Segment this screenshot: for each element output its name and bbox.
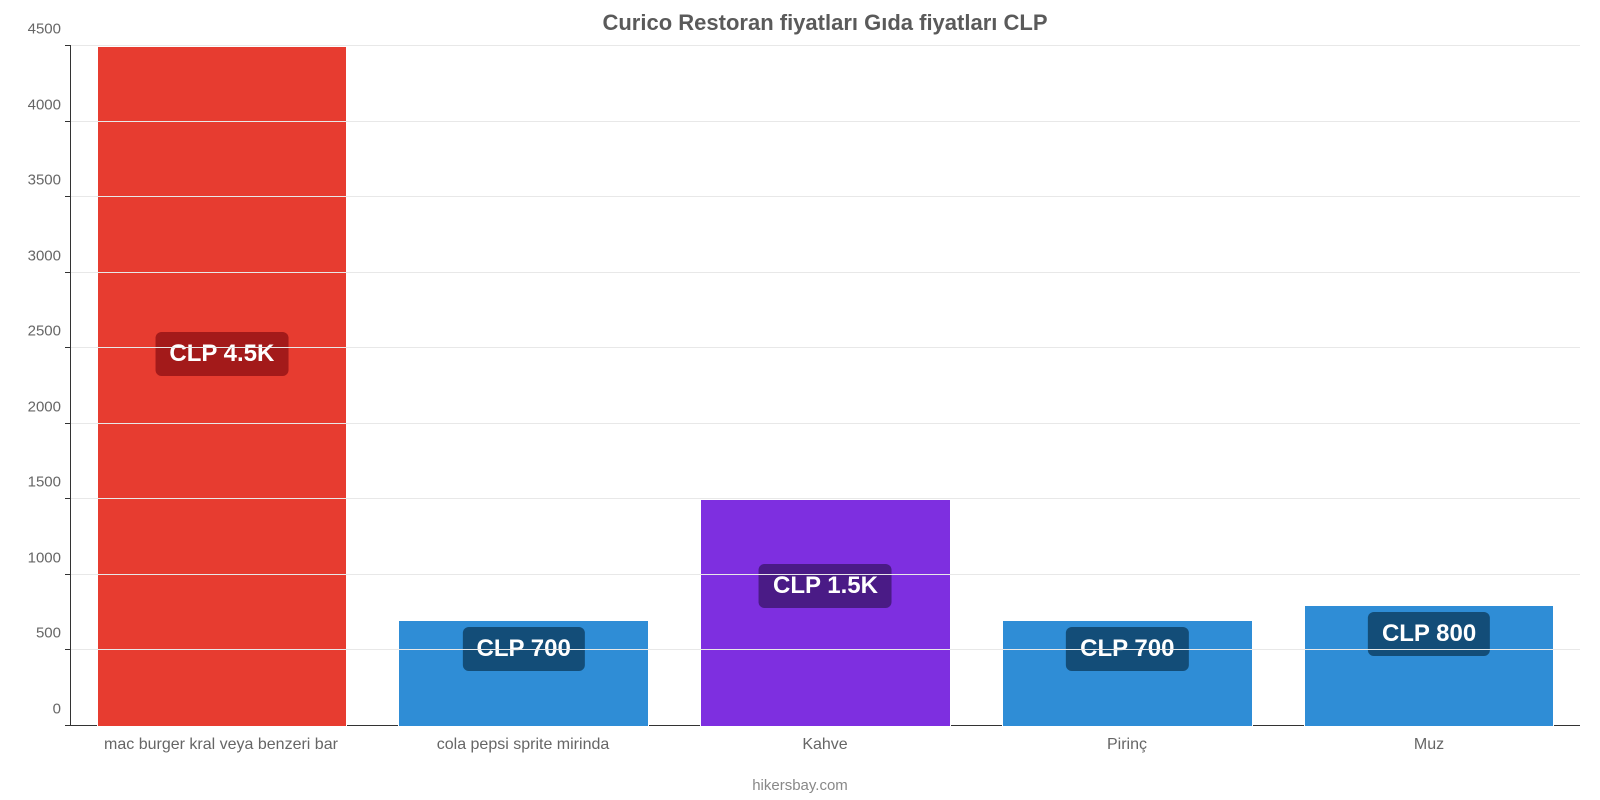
x-axis-label: Kahve [674, 730, 976, 754]
y-tick-mark [65, 347, 71, 348]
y-tick-mark [65, 498, 71, 499]
y-tick-label: 3500 [28, 172, 71, 189]
bar-slot: CLP 4.5K [71, 46, 373, 726]
gridline [71, 498, 1580, 499]
y-tick-mark [65, 272, 71, 273]
gridline [71, 121, 1580, 122]
chart-container: Curico Restoran fiyatları Gıda fiyatları… [0, 0, 1600, 800]
x-axis-label: cola pepsi sprite mirinda [372, 730, 674, 754]
y-tick-label: 1000 [28, 549, 71, 566]
x-axis-label: Muz [1278, 730, 1580, 754]
y-tick-mark [65, 196, 71, 197]
bars-wrapper: CLP 4.5K CLP 700 CLP 1.5K CLP 700 CLP 800 [71, 46, 1580, 726]
x-axis-labels: mac burger kral veya benzeri barcola pep… [70, 730, 1580, 754]
y-tick-label: 500 [36, 625, 71, 642]
bar: CLP 700 [398, 620, 648, 726]
y-tick-label: 4500 [28, 21, 71, 38]
bar-slot: CLP 800 [1278, 46, 1580, 726]
y-tick-label: 4000 [28, 96, 71, 113]
y-tick-mark [65, 423, 71, 424]
gridline [71, 347, 1580, 348]
chart-footer: hikersbay.com [0, 777, 1600, 794]
bar: CLP 1.5K [700, 499, 950, 726]
bar-slot: CLP 700 [976, 46, 1278, 726]
gridline [71, 196, 1580, 197]
bar: CLP 700 [1002, 620, 1252, 726]
y-tick-mark [65, 121, 71, 122]
y-tick-mark [65, 725, 71, 726]
bar: CLP 800 [1304, 605, 1554, 726]
gridline [71, 649, 1580, 650]
y-tick-mark [65, 574, 71, 575]
y-tick-label: 2500 [28, 323, 71, 340]
gridline [71, 423, 1580, 424]
y-tick-label: 0 [53, 701, 71, 718]
chart-title: Curico Restoran fiyatları Gıda fiyatları… [70, 10, 1580, 36]
value-badge: CLP 1.5K [759, 564, 892, 608]
gridline [71, 272, 1580, 273]
value-badge: CLP 4.5K [155, 332, 288, 376]
y-tick-mark [65, 45, 71, 46]
gridline [71, 574, 1580, 575]
x-axis-label: mac burger kral veya benzeri bar [70, 730, 372, 754]
y-tick-label: 2000 [28, 398, 71, 415]
gridline [71, 45, 1580, 46]
bar-slot: CLP 1.5K [675, 46, 977, 726]
bar-slot: CLP 700 [373, 46, 675, 726]
plot-area: CLP 4.5KCLP 700CLP 1.5KCLP 700CLP 800 05… [70, 46, 1580, 726]
y-tick-label: 1500 [28, 474, 71, 491]
x-axis-label: Pirinç [976, 730, 1278, 754]
bar: CLP 4.5K [97, 46, 347, 726]
y-tick-label: 3000 [28, 247, 71, 264]
y-tick-mark [65, 649, 71, 650]
